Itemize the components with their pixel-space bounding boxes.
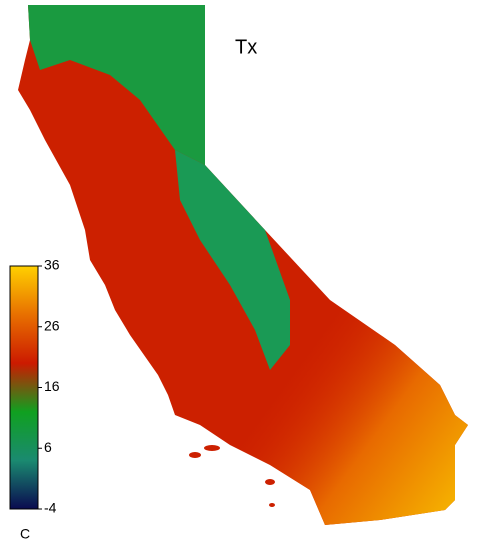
- colorbar-tick-label: 6: [44, 439, 52, 455]
- colorbar-gradient: [9, 265, 39, 510]
- colorbar: 36 26 16 6 -4: [9, 257, 60, 516]
- colorbar-tick-label: 26: [44, 317, 60, 333]
- map-title: Tx: [235, 36, 257, 58]
- colorbar-tick-label: -4: [44, 500, 57, 516]
- state-shape: [18, 5, 468, 525]
- colorbar-tick-label: 36: [44, 257, 60, 273]
- colorbar-tick-label: 16: [44, 378, 60, 394]
- colorbar-label: C: [20, 526, 30, 542]
